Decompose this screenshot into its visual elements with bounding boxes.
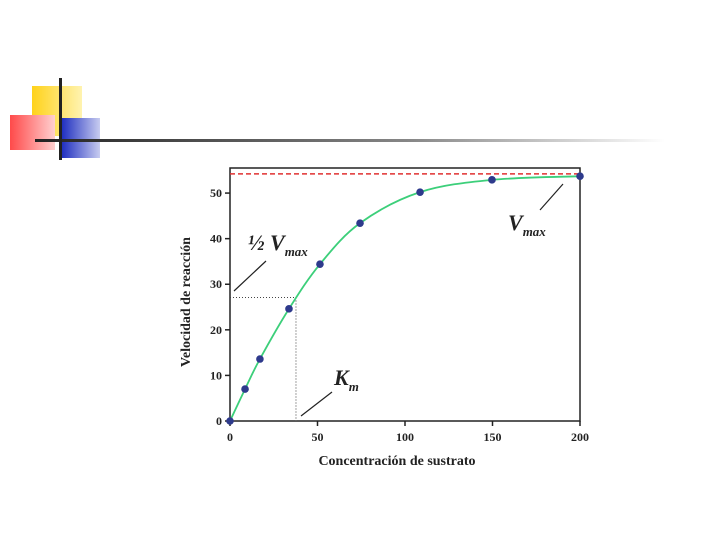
annotation-arrow [233,260,267,292]
y-tick-label: 30 [210,277,222,291]
y-tick-label: 50 [210,186,222,200]
point [576,172,584,181]
annotation-text: K [333,365,350,390]
point [226,417,234,425]
point [488,176,496,184]
deco-rule [35,139,665,142]
plot-frame [229,167,581,422]
x-tick-label: 150 [484,430,502,444]
y-axis-title: Velocidad de reacción [179,237,194,367]
deco-square [62,118,100,158]
point [316,260,324,268]
point [285,305,293,313]
annotation: Vmax [508,210,546,239]
y-tick-label: 20 [210,323,222,337]
point [241,385,249,393]
annotation: ½ Vmax [248,230,308,259]
annotation-text: V [508,210,525,235]
annotation-text: ½ V [248,230,287,255]
annotation-sub: max [285,244,309,259]
y-tick-label: 10 [210,368,222,382]
deco-rule [59,78,62,160]
deco-square [10,115,55,150]
annotation-sub: max [523,224,547,239]
x-tick-label: 200 [571,430,589,444]
x-axis-title: Concentración de sustrato [318,454,475,469]
annotation-arrow [539,183,564,211]
point [256,355,264,363]
annotation: Km [333,365,359,394]
y-tick-label: 0 [216,414,222,428]
fit-curve [229,175,581,422]
y-tick-label: 40 [210,232,222,246]
point [356,219,364,227]
x-tick-label: 100 [396,430,414,444]
point [416,188,424,196]
annotation-arrow [300,391,333,417]
annotation-sub: m [349,379,359,394]
x-tick-label: 50 [312,430,324,444]
x-tick-label: 0 [227,430,233,444]
chart: Concentración de sustrato Velocidad de r… [179,167,589,469]
